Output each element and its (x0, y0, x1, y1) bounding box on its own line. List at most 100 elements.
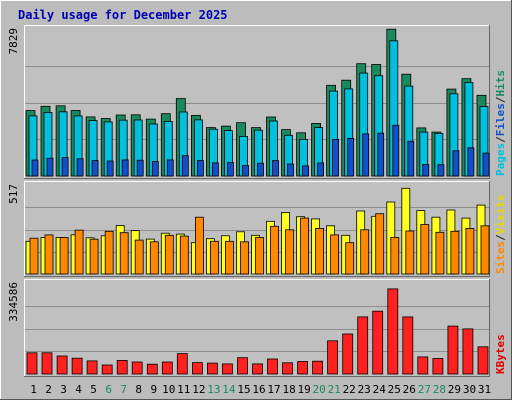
x-tick-label-day-15: 15 (237, 383, 250, 396)
bar-sites-day-21: Sites 21: 227 (330, 234, 340, 275)
bar-sites-day-11: Sites 11: 220 (179, 235, 189, 275)
bar-pages-day-30: Pages 30: 1500 (467, 147, 475, 177)
bar-kbytes-day-12: KBytes 12: 42000 (191, 362, 203, 375)
bar-pages-day-8: Pages 8: 840 (136, 159, 144, 177)
x-tick-label-day-27: 27 (418, 383, 431, 396)
y-max-label: 7829 (7, 28, 20, 55)
bar-sites-day-13: Sites 13: 190 (209, 240, 219, 275)
bar-pages-day-17: Pages 17: 820 (272, 160, 279, 177)
x-axis-day-labels: 1 2 3 4 5 6 7 8 9 10 11 12 13 14 15 16 17 18 19 20 21 22 23 24 2… (30, 383, 491, 396)
bar-sites-day-25: Sites 25: 212 (390, 237, 400, 275)
bar-kbytes-day-4: KBytes 4: 58000 (71, 357, 83, 375)
bar-sites-day-5: Sites 5: 202 (89, 238, 99, 275)
bar-kbytes-day-7: KBytes 7: 50000 (116, 359, 128, 375)
bar-pages-day-20: Pages 20: 700 (317, 162, 325, 177)
bar-sites-day-2: Sites 2: 227 (44, 234, 54, 275)
chart-bars: Hits 1: 3490Hits 2: 3710Hits 3: 3740Hits… (25, 28, 490, 375)
bar-sites-day-30: Sites 30: 265 (465, 227, 475, 275)
bar-sites-day-1: Sites 1: 208 (29, 237, 39, 275)
bar-pages-day-6: Pages 6: 800 (106, 160, 114, 177)
bar-kbytes-day-2: KBytes 2: 78000 (41, 352, 53, 375)
bar-pages-day-26: Pages 26: 1850 (407, 140, 415, 177)
bar-kbytes-day-20: KBytes 20: 47000 (312, 360, 324, 375)
bar-sites-day-23: Sites 23: 257 (360, 229, 370, 275)
x-tick-label-day-29: 29 (448, 383, 461, 396)
bar-pages-day-9: Pages 9: 780 (151, 160, 159, 177)
bar-kbytes-day-27: KBytes 27: 63000 (417, 356, 429, 375)
bar-kbytes-day-26: KBytes 26: 210000 (402, 316, 414, 375)
x-tick-label-day-23: 23 (358, 383, 371, 396)
y-max-label: 334586 (7, 282, 20, 322)
bar-sites-day-26: Sites 26: 250 (405, 230, 415, 275)
x-tick-label-day-21: 21 (328, 383, 341, 396)
bar-pages-day-5: Pages 5: 820 (91, 160, 99, 177)
bar-sites-day-20: Sites 20: 265 (315, 227, 325, 275)
x-tick-label-day-18: 18 (282, 383, 295, 396)
bar-sites-day-18: Sites 18: 257 (285, 229, 294, 275)
bar-kbytes-day-19: KBytes 19: 46000 (297, 361, 309, 375)
bar-pages-day-29: Pages 29: 1340 (452, 150, 460, 177)
y-max-label: 517 (7, 184, 20, 204)
bar-pages-day-27: Pages 27: 620 (422, 163, 430, 177)
bar-kbytes-day-3: KBytes 3: 66000 (56, 355, 68, 375)
bar-kbytes-day-22: KBytes 22: 147000 (342, 333, 354, 375)
bar-pages-day-23: Pages 23: 2240 (362, 133, 370, 177)
x-tick-label-day-3: 3 (60, 383, 67, 396)
bar-pages-day-13: Pages 13: 700 (211, 162, 219, 177)
bar-kbytes-day-5: KBytes 5: 48000 (86, 360, 98, 375)
legend-visits-sites: Sites/Visits (494, 195, 507, 275)
bar-pages-day-19: Pages 19: 540 (302, 165, 310, 177)
x-tick-label-day-22: 22 (343, 383, 356, 396)
bar-pages-day-18: Pages 18: 640 (287, 163, 294, 177)
bar-kbytes-day-25: KBytes 25: 313000 (387, 288, 399, 375)
x-tick-label-day-7: 7 (120, 383, 127, 396)
bar-sites-day-12: Sites 12: 330 (194, 216, 204, 275)
bar-kbytes-day-9: KBytes 9: 36000 (146, 363, 158, 375)
bar-sites-day-29: Sites 29: 248 (450, 230, 460, 275)
x-tick-label-day-16: 16 (252, 383, 265, 396)
y-axis-max-labels: 7829 517 334586 (7, 28, 20, 322)
bar-kbytes-day-17: KBytes 17: 55000 (267, 358, 278, 375)
bar-sites-day-24: Sites 24: 350 (375, 213, 385, 275)
x-tick-label-day-19: 19 (297, 383, 310, 396)
bar-kbytes-day-14: KBytes 14: 37000 (221, 363, 233, 375)
bar-pages-day-28: Pages 28: 600 (437, 164, 445, 177)
bar-pages-day-3: Pages 3: 980 (61, 157, 69, 177)
bar-pages-day-2: Pages 2: 950 (46, 157, 54, 177)
legend-hits-files-pages: Pages/Files/Hits (494, 70, 507, 176)
x-tick-label-day-5: 5 (90, 383, 97, 396)
bar-pages-day-22: Pages 22: 2000 (347, 137, 355, 177)
x-tick-label-day-26: 26 (403, 383, 416, 396)
x-tick-label-day-28: 28 (433, 383, 446, 396)
x-tick-label-day-2: 2 (45, 383, 52, 396)
bar-sites-day-17: Sites 17: 277 (270, 225, 279, 275)
bar-pages-day-25: Pages 25: 2700 (392, 124, 400, 177)
x-tick-label-day-1: 1 (30, 383, 37, 396)
bar-sites-day-16: Sites 16: 212 (255, 237, 264, 275)
bar-kbytes-day-10: KBytes 10: 44000 (161, 361, 173, 375)
bar-kbytes-day-11: KBytes 11: 75000 (176, 353, 188, 375)
bar-pages-day-1: Pages 1: 850 (31, 159, 39, 177)
x-tick-label-day-17: 17 (267, 383, 280, 396)
legend-kbytes: KBytes (494, 334, 507, 374)
bar-sites-day-3: Sites 3: 212 (59, 237, 69, 275)
bar-kbytes-day-30: KBytes 30: 166000 (462, 328, 474, 375)
chart-title: Daily usage for December 2025 (18, 8, 228, 22)
x-tick-label-day-8: 8 (135, 383, 142, 396)
x-tick-label-day-31: 31 (478, 383, 491, 396)
bar-sites-day-19: Sites 19: 325 (300, 217, 310, 275)
x-tick-label-day-10: 10 (162, 383, 175, 396)
bar-pages-day-31: Pages 31: 1220 (482, 152, 490, 177)
bar-pages-day-15: Pages 15: 560 (242, 165, 249, 177)
x-tick-label-day-9: 9 (150, 383, 157, 396)
x-tick-label-day-14: 14 (222, 383, 236, 396)
x-tick-label-day-30: 30 (463, 383, 476, 396)
bar-sites-day-4: Sites 4: 255 (74, 229, 84, 275)
bar-kbytes-day-29: KBytes 29: 176000 (447, 325, 459, 375)
bar-kbytes-day-16: KBytes 16: 37000 (252, 363, 263, 375)
bar-sites-day-15: Sites 15: 187 (240, 241, 249, 275)
bar-sites-day-6: Sites 6: 248 (104, 230, 114, 275)
bar-sites-day-9: Sites 9: 187 (149, 241, 159, 275)
x-tick-label-day-20: 20 (312, 383, 325, 396)
bar-kbytes-day-6: KBytes 6: 33000 (101, 364, 113, 375)
